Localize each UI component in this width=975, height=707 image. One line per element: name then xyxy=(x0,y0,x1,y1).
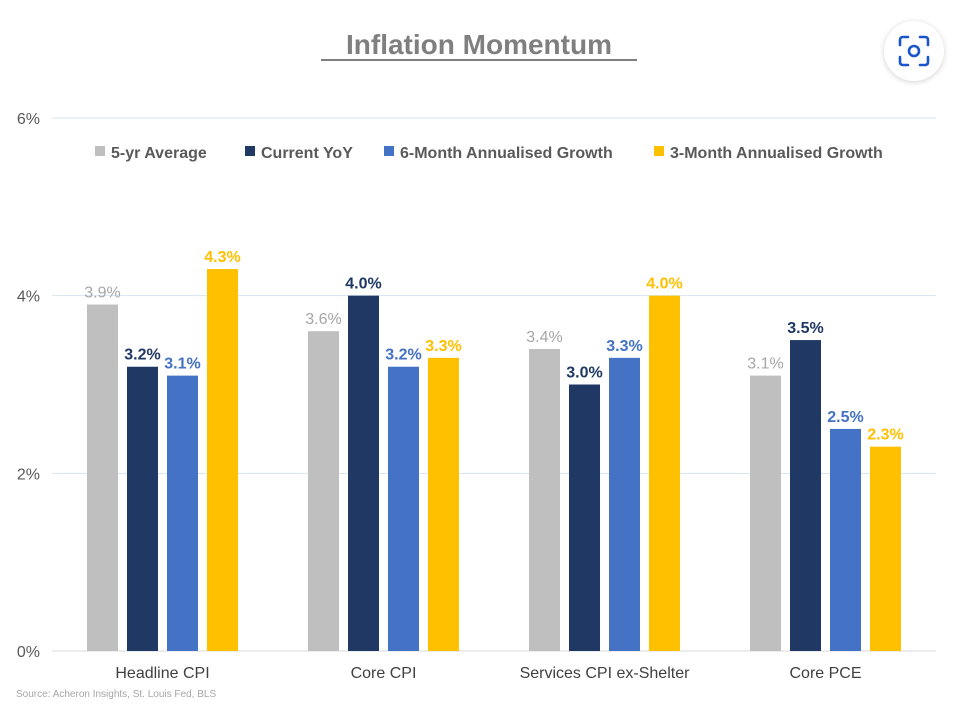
x-axis: Headline CPI Core CPI Services CPI ex-Shel… xyxy=(115,665,861,682)
data-label: 3.5% xyxy=(787,320,823,337)
data-label: 3.9% xyxy=(84,285,120,302)
legend-swatch xyxy=(654,146,664,156)
bar xyxy=(649,295,680,651)
bar xyxy=(830,428,861,651)
y-tick-label: 2% xyxy=(17,466,40,483)
data-label: 4.0% xyxy=(646,276,682,293)
bar xyxy=(207,269,238,651)
bar xyxy=(388,366,419,651)
data-label: 3.4% xyxy=(526,329,562,346)
bars xyxy=(87,269,901,651)
data-label: 2.5% xyxy=(827,409,863,426)
data-label: 3.2% xyxy=(385,347,421,364)
data-label: 3.3% xyxy=(425,338,461,355)
bar xyxy=(750,375,781,651)
bar xyxy=(348,295,379,651)
gridlines xyxy=(52,117,936,652)
x-tick-label: Core PCE xyxy=(789,665,861,682)
x-tick-label: Services CPI ex-Shelter xyxy=(520,665,691,682)
data-label: 3.3% xyxy=(606,338,642,355)
legend-swatch xyxy=(245,146,255,156)
y-tick-label: 4% xyxy=(17,289,40,306)
x-tick-label: Core CPI xyxy=(351,665,417,682)
bar xyxy=(529,348,560,651)
source-note: Source: Acheron Insights, St. Louis Fed,… xyxy=(16,689,216,700)
bar xyxy=(127,366,158,651)
data-label: 3.0% xyxy=(566,365,602,382)
bar xyxy=(308,331,339,651)
y-tick-label: 6% xyxy=(17,111,40,128)
data-label: 3.2% xyxy=(124,347,160,364)
data-labels: 3.9%3.2%3.1%4.3%3.6%4.0%3.2%3.3%3.4%3.0%… xyxy=(84,249,903,444)
data-label: 4.3% xyxy=(204,249,240,266)
legend-swatch xyxy=(95,146,105,156)
bar xyxy=(609,357,640,651)
legend-label: Current YoY xyxy=(261,145,353,162)
data-label: 3.1% xyxy=(164,356,200,373)
data-label: 4.0% xyxy=(345,276,381,293)
legend-label: 3-Month Annualised Growth xyxy=(670,145,883,162)
bar xyxy=(428,357,459,651)
y-axis: 0% 2% 4% 6% xyxy=(17,111,40,661)
bar xyxy=(790,340,821,651)
lens-search-icon xyxy=(898,35,930,67)
data-label: 2.3% xyxy=(867,427,903,444)
legend-label: 6-Month Annualised Growth xyxy=(400,145,613,162)
x-tick-label: Headline CPI xyxy=(115,665,209,682)
legend-swatch xyxy=(384,146,394,156)
data-label: 3.6% xyxy=(305,311,341,328)
chart-title: Inflation Momentum xyxy=(346,29,612,60)
bar xyxy=(87,304,118,651)
bar xyxy=(569,384,600,651)
data-label: 3.1% xyxy=(747,356,783,373)
bar xyxy=(870,446,901,651)
bar xyxy=(167,375,198,651)
lens-search-button[interactable] xyxy=(884,21,944,81)
legend: 5-yr Average Current YoY 6-Month Annualise… xyxy=(95,145,883,162)
legend-label: 5-yr Average xyxy=(111,145,207,162)
y-tick-label: 0% xyxy=(17,644,40,661)
